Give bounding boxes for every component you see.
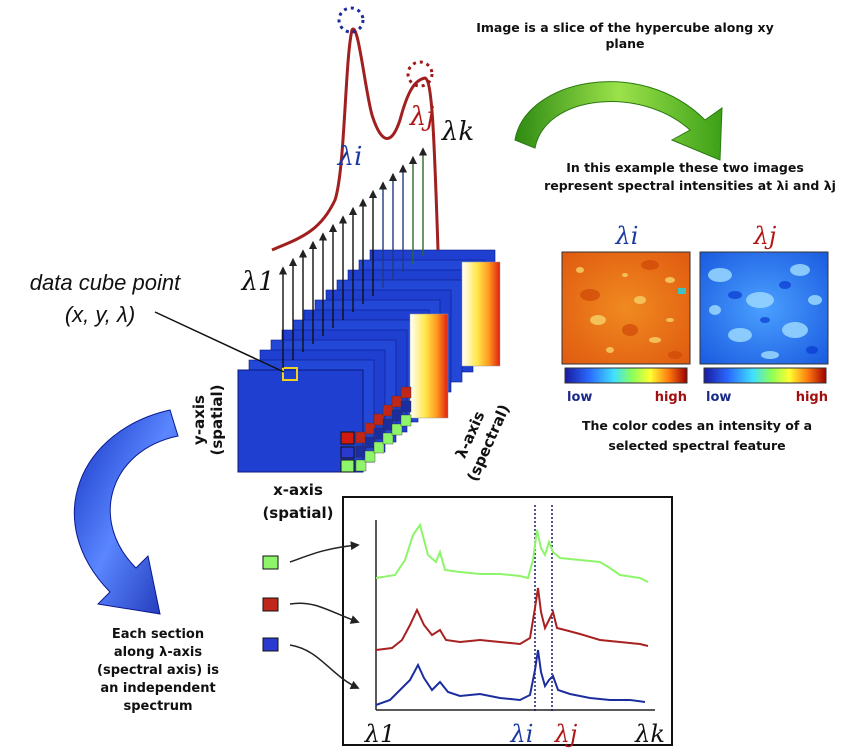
pixel-red bbox=[340, 431, 355, 445]
data-cube-point-leader bbox=[154, 311, 285, 373]
cube-row-cell bbox=[364, 422, 376, 435]
section-caption-line: spectrum bbox=[124, 699, 193, 714]
data-cube-point-marker bbox=[282, 367, 298, 381]
cube-row-cell bbox=[382, 432, 394, 445]
section-caption: Each section along λ-axis (spectral axis) … bbox=[97, 627, 219, 714]
lambda-axis-label: λ-axis (spectral) bbox=[452, 402, 514, 484]
image-label-j: λj bbox=[753, 222, 777, 250]
colorbar-left-high: high bbox=[655, 390, 687, 405]
x-axis-label-line2: (spatial) bbox=[262, 504, 333, 522]
svg-text:y-axis: y-axis bbox=[190, 395, 208, 445]
section-caption-line: an independent bbox=[100, 681, 215, 696]
peak-marker-j bbox=[406, 60, 434, 88]
legend-blue-square bbox=[262, 637, 279, 652]
image-label-i: λi bbox=[615, 222, 639, 250]
data-cube-point-label: data cube point bbox=[30, 270, 181, 295]
legend-blue-arrow bbox=[289, 644, 360, 690]
spectrum-red bbox=[375, 587, 649, 651]
cube-lambda-i-label: λi bbox=[337, 142, 363, 172]
peak-marker-i bbox=[337, 6, 365, 34]
cube-row-cell bbox=[373, 441, 385, 454]
cube-row-cell bbox=[364, 450, 376, 463]
color-caption-line2: selected spectral feature bbox=[608, 438, 785, 453]
plot-lambda-i-label: λi bbox=[510, 720, 534, 748]
section-caption-line: along λ-axis bbox=[114, 645, 202, 660]
spectra-plot-frame bbox=[342, 496, 673, 746]
section-caption-line: (spectral axis) is bbox=[97, 663, 219, 678]
blue-curved-arrow bbox=[73, 409, 179, 615]
cube-lambda-1-label: λ1 bbox=[240, 267, 274, 297]
top-caption-line2: plane bbox=[605, 36, 644, 51]
plot-lambda-j-label: λj bbox=[554, 720, 578, 748]
cube-row-cell bbox=[391, 409, 403, 422]
example-caption-line1: In this example these two images bbox=[566, 160, 804, 175]
legend-green-square bbox=[262, 555, 279, 570]
intensity-image-i bbox=[561, 251, 691, 365]
example-caption-line2: represent spectral intensities at λi and… bbox=[544, 178, 836, 193]
plot-lambda-k-label: λk bbox=[634, 720, 665, 748]
cube-row-cell bbox=[364, 436, 376, 449]
cube-row-cell bbox=[373, 427, 385, 440]
colorbar-left-low: low bbox=[567, 390, 592, 405]
legend-red-arrow bbox=[289, 602, 360, 624]
cube-row-cell bbox=[355, 459, 367, 472]
pixel-green bbox=[340, 459, 355, 473]
colorbar-left bbox=[564, 367, 688, 384]
colorbar-right-high: high bbox=[796, 390, 828, 405]
intensity-image-j bbox=[699, 251, 829, 365]
cube-row-cell bbox=[373, 413, 385, 426]
green-curved-arrow bbox=[514, 81, 723, 161]
spectrum-blue bbox=[375, 649, 646, 706]
cube-lambda-k-label: λk bbox=[441, 117, 474, 147]
spectra-plot: λ1 λi λj λk bbox=[342, 496, 673, 748]
spectrum-green bbox=[375, 522, 649, 583]
svg-text:(spatial): (spatial) bbox=[208, 384, 226, 455]
top-caption-line1: Image is a slice of the hypercube along … bbox=[476, 20, 774, 35]
color-caption-line1: The color codes an intensity of a bbox=[582, 418, 812, 433]
spectral-strip-front bbox=[409, 313, 449, 419]
section-caption-line: Each section bbox=[112, 627, 204, 642]
cube-row-cell bbox=[382, 404, 394, 417]
cube-row-cell bbox=[355, 445, 367, 458]
cube-row-cell bbox=[391, 395, 403, 408]
spectrum-arrows bbox=[278, 147, 428, 368]
spectral-strip-back bbox=[461, 261, 501, 367]
cube-row-cell bbox=[382, 418, 394, 431]
cube-row-cell bbox=[400, 414, 412, 427]
cube-row-cell bbox=[400, 400, 412, 413]
cube-row-cell bbox=[400, 386, 412, 399]
cube-lambda-j-label: λj bbox=[409, 102, 435, 132]
y-axis-label: y-axis (spatial) bbox=[190, 384, 226, 455]
data-cube bbox=[237, 249, 501, 473]
legend-red-square bbox=[262, 597, 279, 612]
colorbar-right bbox=[703, 367, 827, 384]
data-cube-point-coords: (x, y, λ) bbox=[65, 302, 135, 327]
x-axis-label-line1: x-axis bbox=[273, 481, 323, 499]
spectra-legend bbox=[262, 541, 360, 690]
plot-lambda-1-label: λ1 bbox=[364, 720, 395, 748]
pixel-blue bbox=[340, 446, 355, 459]
colorbar-right-low: low bbox=[706, 390, 731, 405]
cube-row-cell bbox=[391, 423, 403, 436]
legend-green-arrow bbox=[289, 541, 360, 563]
cube-row-cell bbox=[355, 431, 367, 444]
